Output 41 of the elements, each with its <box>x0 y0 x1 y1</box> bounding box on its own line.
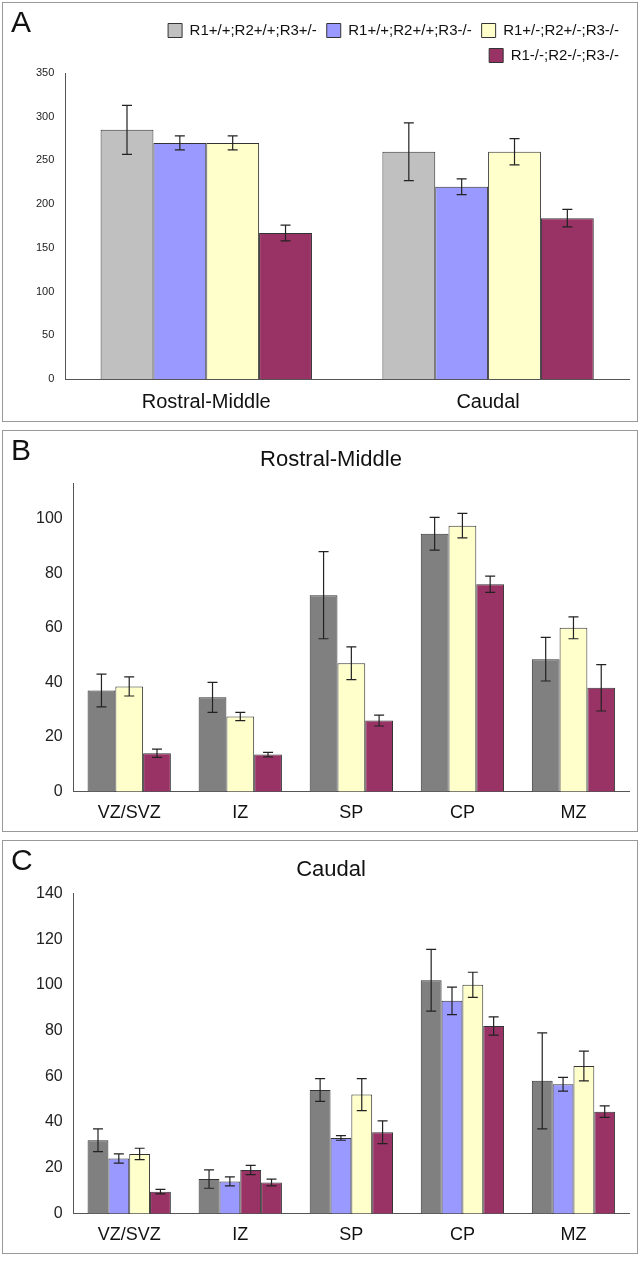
x-tick-label: VZ/SVZ <box>97 802 161 823</box>
legend-label: R1+/+;R2+/+;R3+/- <box>189 20 317 38</box>
y-tick-label: 50 <box>42 328 55 341</box>
text: B <box>11 433 32 467</box>
y-tick-label: 140 <box>35 883 63 901</box>
y-tick-label: 350 <box>35 66 55 79</box>
legend-label: R1+/+;R2+/+;R3-/- <box>348 20 472 38</box>
chart-title: Caudal <box>296 856 366 882</box>
text: C <box>11 843 33 877</box>
x-tick-label: IZ <box>232 802 249 823</box>
x-tick-label: VZ/SVZ <box>97 1224 161 1245</box>
legend-label: R1-/-;R2-/-;R3-/- <box>510 45 620 63</box>
x-tick-label: CP <box>449 1224 475 1245</box>
x-tick-label: MZ <box>560 1224 587 1245</box>
y-tick-label: 80 <box>44 563 63 581</box>
y-tick-label: 20 <box>44 1158 63 1176</box>
legend-label: R1+/-;R2+/-;R3-/- <box>503 20 620 38</box>
y-tick-label: 20 <box>44 727 63 745</box>
y-tick-label: 40 <box>44 1112 63 1130</box>
y-tick-label: 0 <box>48 372 55 385</box>
y-tick-label: 100 <box>35 509 63 527</box>
x-tick-label: IZ <box>232 1224 249 1245</box>
y-tick-label: 100 <box>35 975 63 993</box>
y-tick-label: 150 <box>35 240 55 253</box>
y-tick-label: 250 <box>35 153 55 166</box>
chart-title: Rostral-Middle <box>260 446 402 472</box>
x-tick-label: CP <box>449 802 475 823</box>
x-tick-label: SP <box>339 802 364 823</box>
y-tick-label: 60 <box>44 618 63 636</box>
y-tick-label: 0 <box>53 1203 63 1221</box>
text: A <box>11 5 32 39</box>
x-tick-label: MZ <box>560 802 587 823</box>
y-tick-label: 60 <box>44 1066 63 1084</box>
y-tick-label: 0 <box>53 781 63 799</box>
y-tick-label: 300 <box>35 109 55 122</box>
y-tick-label: 80 <box>44 1020 63 1038</box>
y-tick-label: 40 <box>44 672 63 690</box>
x-tick-label: SP <box>339 1224 364 1245</box>
y-tick-label: 100 <box>35 284 55 297</box>
y-tick-label: 200 <box>35 197 55 210</box>
y-tick-label: 120 <box>35 929 63 947</box>
